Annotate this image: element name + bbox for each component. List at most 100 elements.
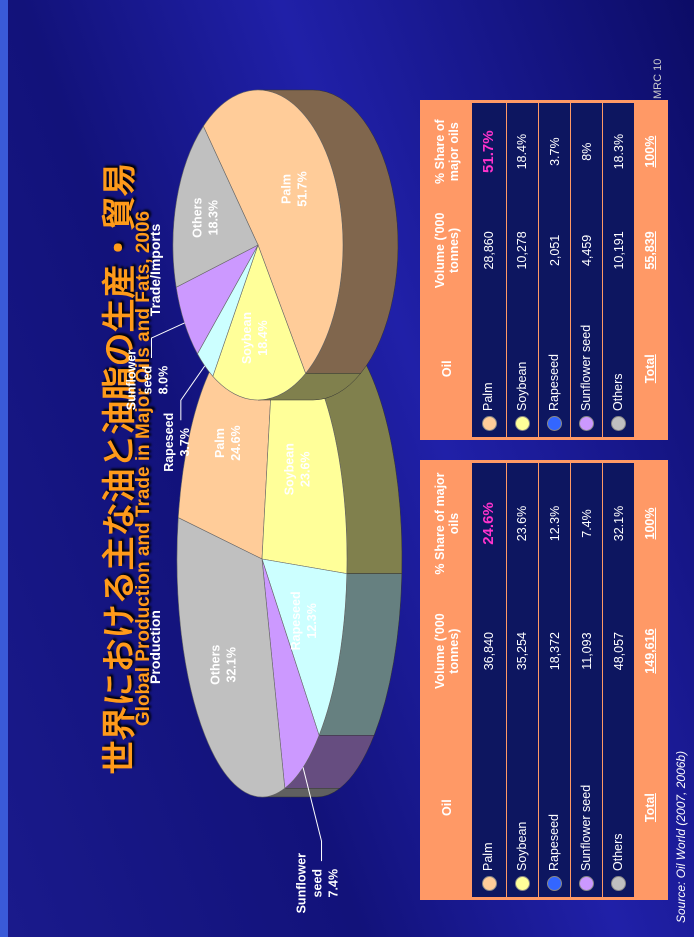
- table-cell: 12.3%: [538, 461, 571, 584]
- oil-name: Sunflower seed: [579, 784, 594, 871]
- chart-title: Trade/Imports: [147, 224, 163, 317]
- total-row: Total 55,839 100%: [634, 101, 667, 439]
- pie-slice: [261, 558, 320, 789]
- table-cell: Others: [602, 718, 635, 899]
- slice-value: 8.0%: [156, 366, 170, 395]
- oil-name: Others: [611, 833, 626, 871]
- oil-name: Others: [611, 373, 626, 411]
- bullet: [579, 876, 595, 891]
- leader-line: [150, 322, 185, 359]
- table-row: Others 48,057 32.1%: [602, 461, 635, 899]
- table-row: Sunflower seed 11,093 7.4%: [570, 461, 603, 899]
- table-cell: 4,459: [570, 200, 603, 301]
- table-cell: 36,840: [471, 584, 507, 719]
- table-cell: Rapeseed: [538, 300, 571, 439]
- table-cell: Others: [602, 300, 635, 439]
- table-cell: Soybean: [506, 718, 539, 899]
- total-cell: 55,839: [634, 200, 667, 301]
- header-cell: Volume ('000 tonnes): [421, 200, 472, 301]
- table-row: Others 10,191 18.3%: [602, 101, 635, 439]
- slice-value: 12.3%: [305, 603, 319, 638]
- slice-name: Rapeseed: [162, 413, 176, 472]
- pie-slice: [172, 125, 259, 288]
- table-cell: 28,860: [471, 200, 507, 301]
- slice-value: 32.1%: [225, 647, 239, 682]
- pie-slice: [176, 517, 286, 798]
- slice-value: 18.4%: [256, 320, 270, 355]
- slice-name: Others: [190, 197, 204, 237]
- table-row: Sunflower seed 4,459 8%: [570, 101, 603, 439]
- oil-name: Palm: [481, 842, 496, 871]
- bullet: [611, 876, 627, 891]
- table-cell: Palm: [471, 718, 507, 899]
- total-row: Total 149,616 100%: [634, 461, 667, 899]
- slice-name: Soybean: [240, 312, 254, 364]
- slice-value: 7.4%: [327, 869, 341, 898]
- table-row: Palm 28,860 51.7%: [471, 101, 507, 439]
- oil-name: Rapeseed: [546, 354, 561, 411]
- slice-label: Sunflower seed 7.4%: [295, 853, 341, 914]
- pie-slice: [261, 558, 348, 737]
- table-cell: Rapeseed: [538, 718, 571, 899]
- bullet: [515, 416, 531, 431]
- bullet: [481, 416, 497, 431]
- header-cell: Volume ('000 tonnes): [421, 584, 472, 719]
- bullet: [579, 416, 595, 431]
- slice-name: Others: [209, 645, 223, 685]
- slice-label: Sunflower seed 8.0%: [124, 350, 170, 411]
- table-row: Soybean 35,254 23.6%: [506, 461, 539, 899]
- source: Source: Oil World (2007, 2006b): [674, 750, 688, 923]
- slice-label: Rapeseed 3.7%: [162, 413, 192, 472]
- total-cell: 100%: [634, 461, 667, 584]
- table-cell: 11,093: [570, 584, 603, 719]
- slice-value: 3.7%: [178, 428, 192, 457]
- table-cell: 18.4%: [506, 101, 539, 201]
- slice-label: Palm 24.6%: [213, 425, 243, 460]
- table-row: Palm 36,840 24.6%: [471, 461, 507, 899]
- slice-name: Soybean: [283, 443, 297, 495]
- slice-label: Soybean 23.6%: [283, 443, 313, 495]
- slice-name: seed: [140, 366, 154, 395]
- table-row: Rapeseed 2,051 3.7%: [538, 101, 571, 439]
- slice-label: Others 18.3%: [190, 197, 220, 237]
- table-cell: Soybean: [506, 300, 539, 439]
- slice-name: Palm: [213, 428, 227, 458]
- total-cell: Total: [634, 718, 667, 899]
- slice-value: 18.3%: [206, 200, 220, 235]
- total-cell: Total: [634, 300, 667, 439]
- slice-name: Palm: [280, 174, 294, 204]
- slice-value: 23.6%: [299, 451, 313, 486]
- leader-line: [180, 365, 206, 421]
- header-row: Oil Volume ('000 tonnes)% Share of major …: [421, 101, 472, 439]
- pie-slice: [203, 89, 344, 374]
- table-cell: Sunflower seed: [570, 300, 603, 439]
- leader-line: [302, 767, 323, 862]
- total-cell: 149,616: [634, 584, 667, 719]
- header-cell: % Share of major oils: [421, 101, 472, 201]
- bullet: [515, 876, 531, 891]
- slice-name: Sunflower: [295, 853, 309, 914]
- slice-value: 51.7%: [296, 171, 310, 206]
- slice-label: Palm 51.7%: [280, 171, 310, 206]
- slice-value: 24.6%: [229, 425, 243, 460]
- slice-name: seed: [311, 869, 325, 898]
- header-cell: Oil: [421, 300, 472, 439]
- chart-title: Production: [147, 610, 163, 684]
- slice-name: Sunflower: [124, 350, 138, 411]
- oil-name: Sunflower seed: [579, 324, 594, 411]
- pie-slice: [212, 244, 306, 401]
- table-cell: 48,057: [602, 584, 635, 719]
- slice-label: Soybean 18.4%: [240, 312, 270, 364]
- bullet: [611, 416, 627, 431]
- table-cell: 8%: [570, 101, 603, 201]
- data-table: Oil Volume ('000 tonnes)% Share of major …: [420, 100, 668, 440]
- table-cell: 23.6%: [506, 461, 539, 584]
- table-cell: 2,051: [538, 200, 571, 301]
- table-cell: 10,191: [602, 200, 635, 301]
- bullet: [547, 876, 563, 891]
- oil-name: Palm: [481, 382, 496, 411]
- slice-label: Others 32.1%: [209, 645, 239, 685]
